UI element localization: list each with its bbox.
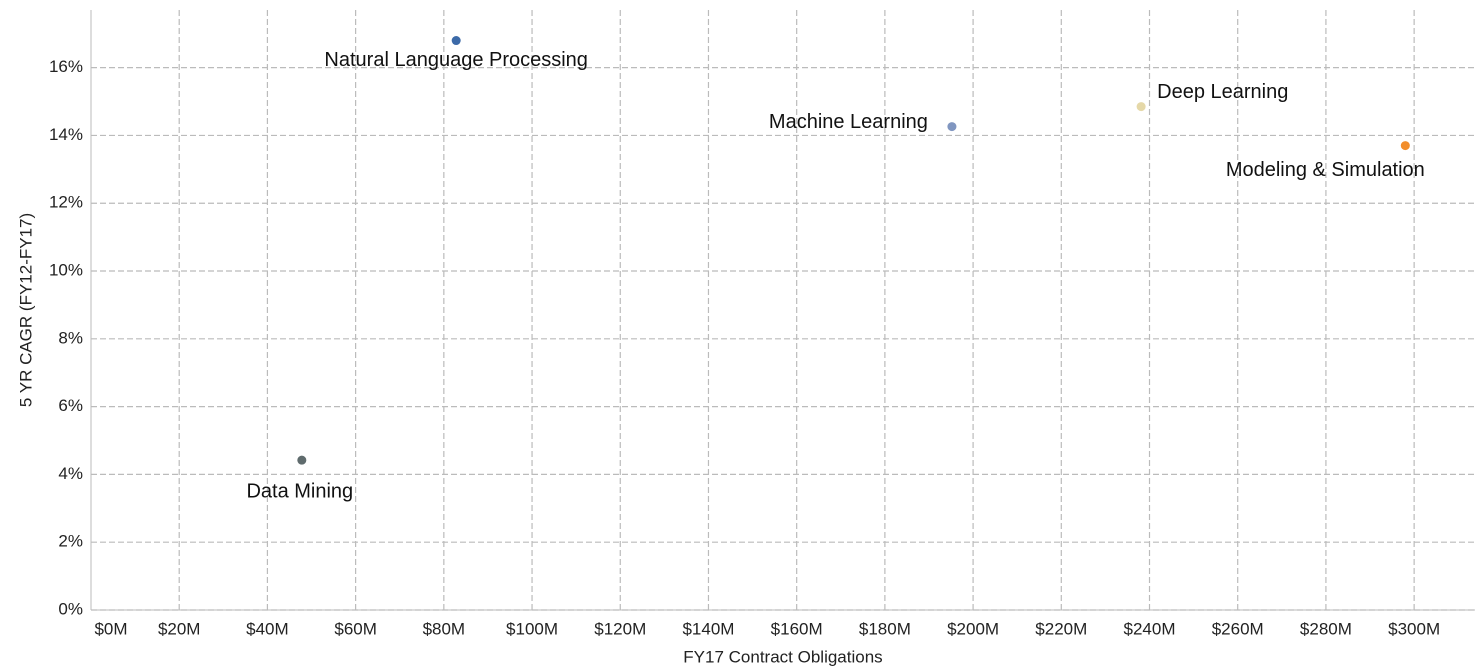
y-tick-label: 6% [58, 396, 83, 415]
x-tick-label: $180M [859, 619, 911, 638]
point-label: Deep Learning [1157, 81, 1288, 103]
point-label: Natural Language Processing [324, 49, 588, 71]
x-axis-title: FY17 Contract Obligations [683, 647, 882, 666]
x-tick-label: $100M [506, 619, 558, 638]
point [1400, 141, 1410, 151]
y-tick-label: 8% [58, 328, 83, 347]
x-tick-label: $240M [1124, 619, 1176, 638]
x-tick-label: $80M [423, 619, 466, 638]
x-tick-label: $220M [1035, 619, 1087, 638]
y-tick-label: 0% [58, 599, 83, 618]
x-tick-label: $0M [94, 619, 127, 638]
y-axis-title: 5 YR CAGR (FY12-FY17) [16, 213, 35, 407]
x-tick-label: $260M [1212, 619, 1264, 638]
x-tick-label: $280M [1300, 619, 1352, 638]
point [297, 455, 307, 465]
point-label: Data Mining [246, 480, 353, 502]
x-tick-label: $300M [1388, 619, 1440, 638]
x-tick-label: $40M [246, 619, 289, 638]
x-tick-label: $140M [682, 619, 734, 638]
y-tick-label: 12% [49, 193, 83, 212]
point [451, 36, 461, 46]
x-tick-label: $200M [947, 619, 999, 638]
point-label: Machine Learning [769, 111, 928, 133]
x-tick-label: $20M [158, 619, 201, 638]
y-tick-label: 14% [49, 125, 83, 144]
point-label: Modeling & Simulation [1226, 159, 1425, 181]
x-tick-label: $120M [594, 619, 646, 638]
point [1136, 102, 1146, 112]
y-tick-label: 10% [49, 261, 83, 280]
x-tick-label: $60M [334, 619, 377, 638]
x-tick-label: $160M [771, 619, 823, 638]
y-tick-label: 16% [49, 57, 83, 76]
point [947, 122, 957, 132]
y-tick-label: 4% [58, 464, 83, 483]
y-tick-label: 2% [58, 532, 83, 551]
